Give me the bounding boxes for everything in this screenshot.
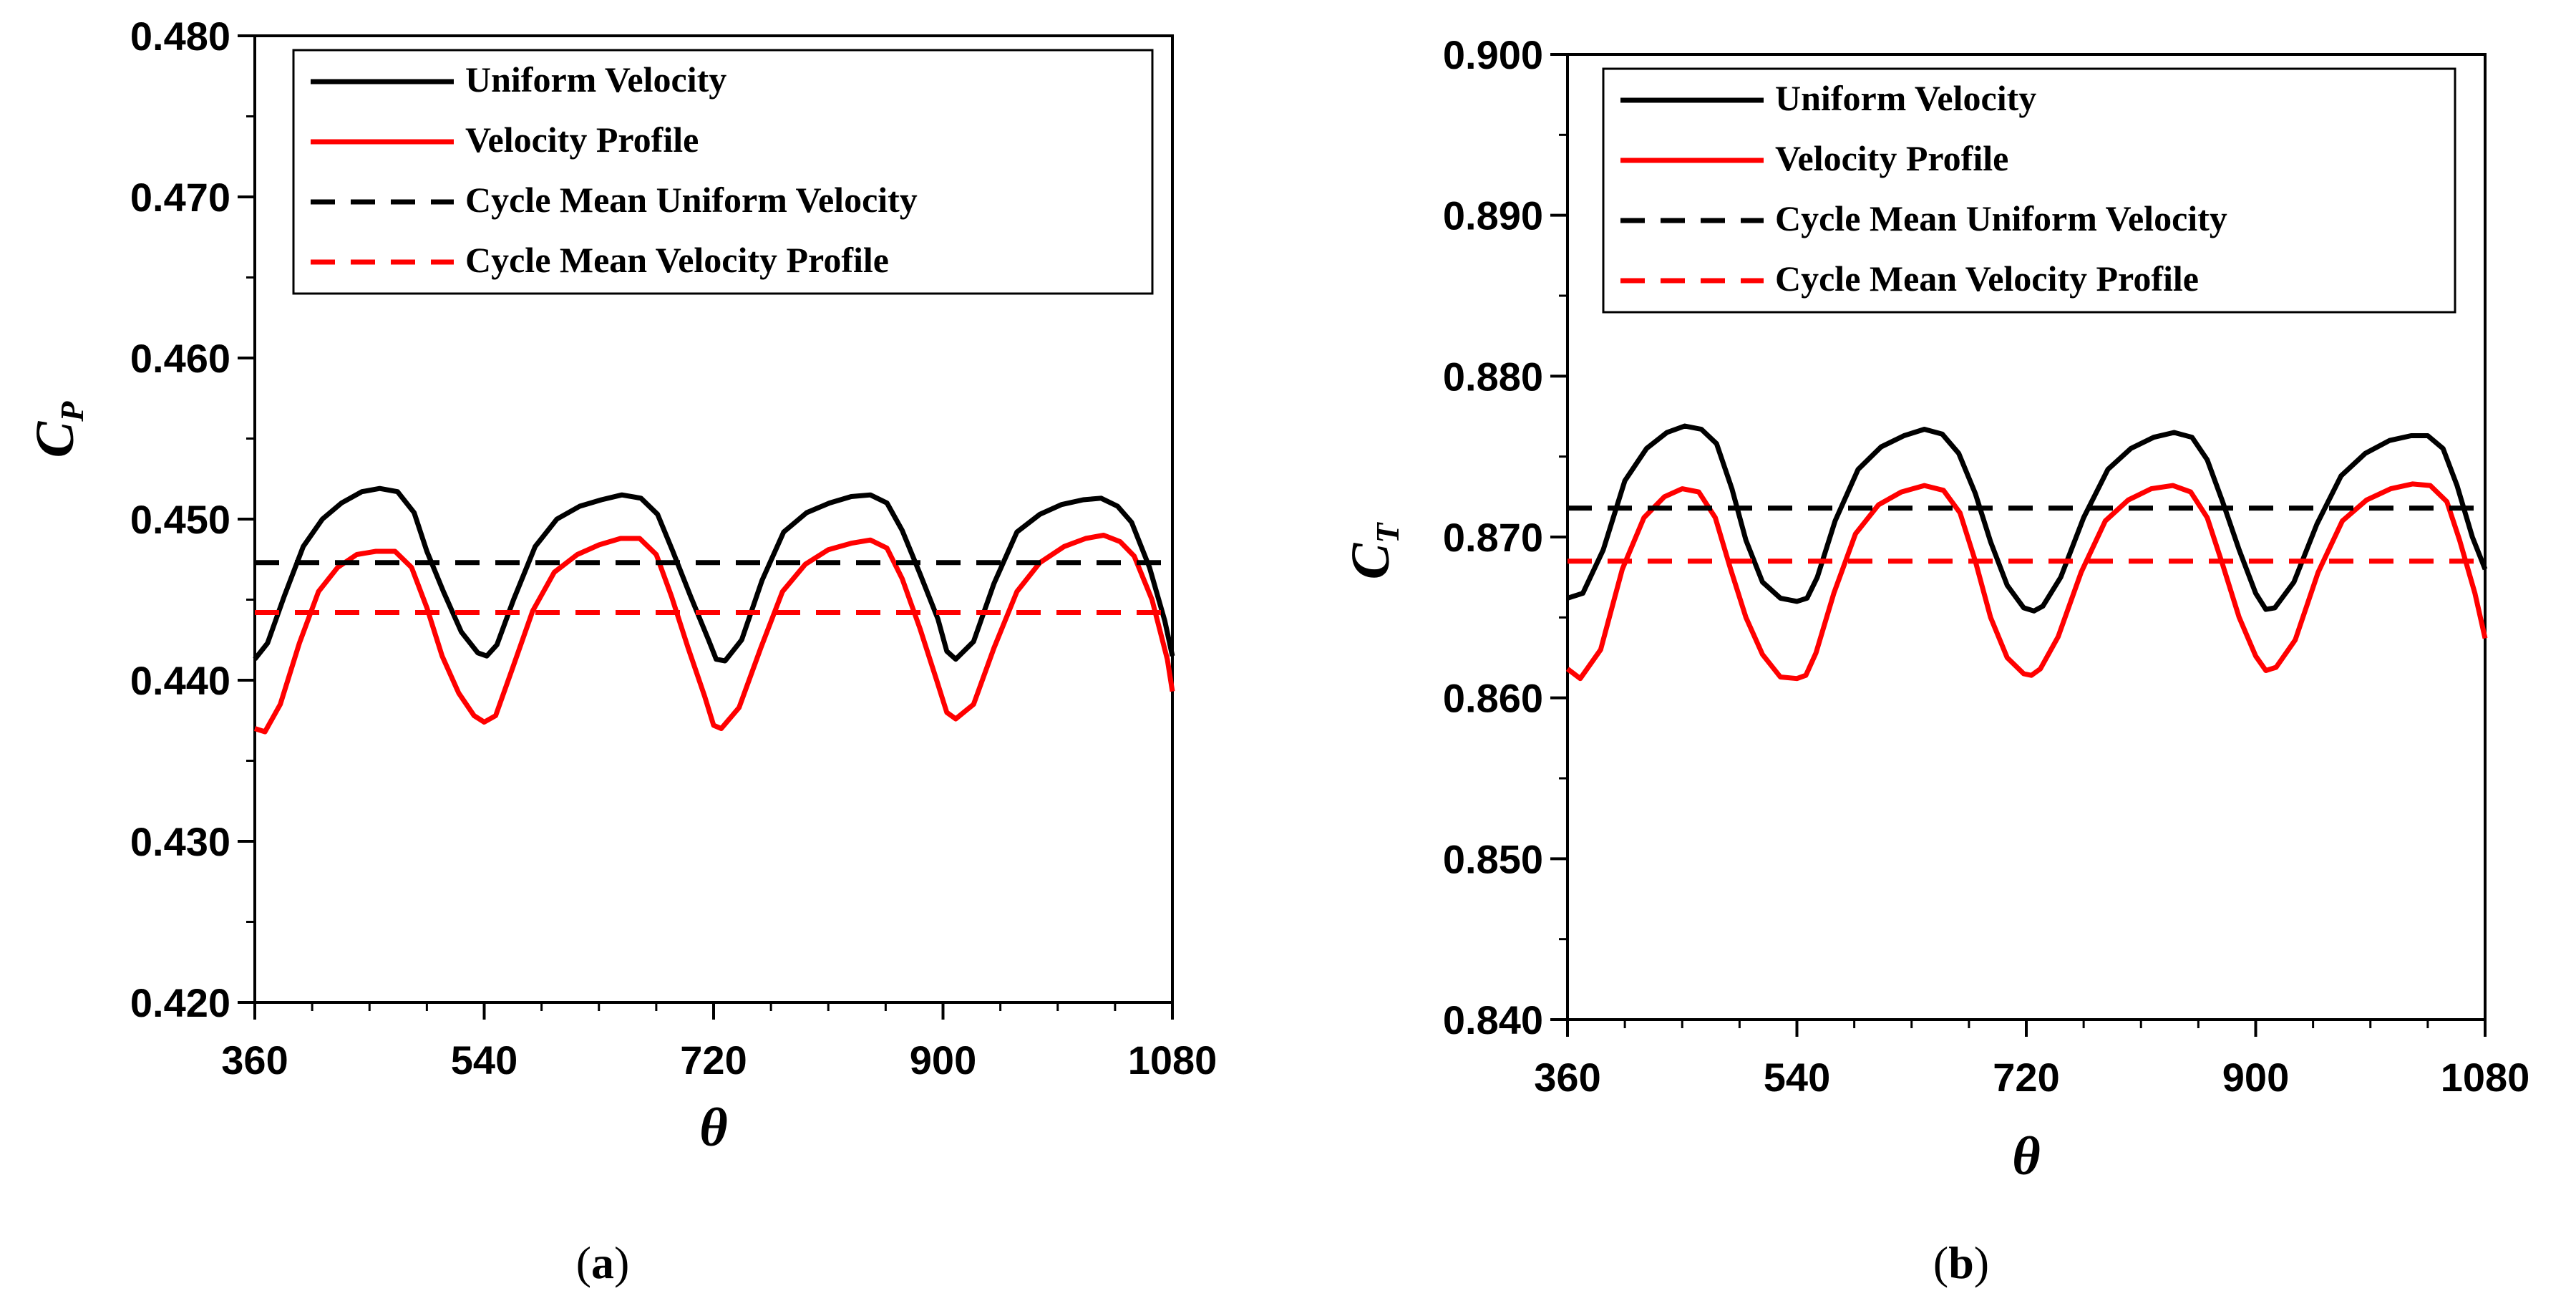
y-tick-label: 0.480 [130, 14, 230, 59]
y-tick-label: 0.450 [130, 497, 230, 542]
y-tick-label: 0.460 [130, 336, 230, 381]
uniform-velocity-line [1566, 423, 2488, 614]
caption-letter: b [1948, 1237, 1974, 1288]
x-tick-label: 540 [451, 1037, 517, 1083]
velocity-profile-line [1565, 481, 2488, 682]
caption-letter: a [591, 1237, 614, 1288]
caption-close: ) [614, 1237, 629, 1288]
y-tick-label: 0.840 [1443, 997, 1543, 1043]
caption-close: ) [1974, 1237, 1989, 1288]
x-tick-label: 360 [221, 1037, 288, 1083]
x-tick-label: 900 [910, 1037, 976, 1083]
legend-label: Cycle Mean Uniform Velocity [465, 180, 918, 220]
y-axis-label-main: C [25, 420, 85, 458]
chart-a: 0.420 0.430 0.440 0.450 0.460 0.470 0.480 360 54… [25, 14, 1217, 1288]
legend-box [1602, 67, 2456, 314]
y-axis-label-main: C [1341, 542, 1401, 579]
y-tick-label: 0.440 [130, 658, 230, 703]
uniform-velocity-line [253, 485, 1175, 664]
legend-label: Uniform Velocity [1775, 78, 2036, 118]
legend-label: Uniform Velocity [465, 59, 726, 100]
caption-open: ( [576, 1237, 591, 1288]
x-tick-label: 1080 [1128, 1037, 1217, 1083]
y-tick-label: 0.860 [1443, 676, 1543, 721]
x-tick-label: 1080 [2441, 1055, 2530, 1100]
y-tick-label: 0.850 [1443, 836, 1543, 881]
y-axis-label-subscript: P [54, 401, 90, 422]
y-axis-label: CP [25, 401, 90, 458]
legend-label: Cycle Mean Velocity Profile [465, 240, 889, 280]
legend-label: Cycle Mean Uniform Velocity [1775, 198, 2227, 238]
y-tick-label: 0.870 [1443, 515, 1543, 560]
velocity-profile-line [253, 533, 1175, 735]
panel-caption: (a) [576, 1237, 630, 1288]
x-axis-label: θ [2012, 1126, 2040, 1186]
legend: Uniform Velocity Velocity Profile Cycle Me… [1602, 67, 2456, 314]
legend-label: Cycle Mean Velocity Profile [1775, 258, 2199, 299]
chart-b: 0.840 0.850 0.860 0.870 0.880 0.890 0.900 360 54… [1341, 32, 2529, 1288]
y-tick-label: 0.900 [1443, 32, 1543, 77]
x-tick-label: 720 [680, 1037, 747, 1083]
x-tick-label: 540 [1764, 1055, 1830, 1100]
y-axis-label: CT [1341, 522, 1406, 580]
panel-caption: (b) [1933, 1237, 1989, 1288]
x-tick-label: 720 [1993, 1055, 2059, 1100]
x-tick-label: 900 [2222, 1055, 2289, 1100]
legend-box [292, 49, 1154, 295]
caption-open: ( [1933, 1237, 1948, 1288]
y-tick-label: 0.880 [1443, 354, 1543, 399]
legend-label: Velocity Profile [465, 120, 699, 160]
y-tick-label: 0.890 [1443, 193, 1543, 238]
x-axis-label: θ [699, 1098, 727, 1158]
y-tick-label: 0.420 [130, 980, 230, 1025]
x-tick-label: 360 [1534, 1055, 1600, 1100]
y-tick-label: 0.470 [130, 175, 230, 220]
legend-label: Velocity Profile [1775, 138, 2008, 178]
y-tick-label: 0.430 [130, 819, 230, 864]
legend: Uniform Velocity Velocity Profile Cycle Me… [292, 49, 1154, 295]
y-axis-label-subscript: T [1369, 522, 1406, 543]
